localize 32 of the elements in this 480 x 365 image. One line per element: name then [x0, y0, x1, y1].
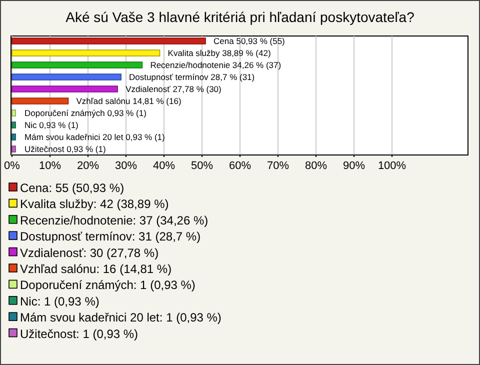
legend-label: Nic: 1 (0,93 %) [20, 294, 100, 308]
x-tick-label: 0% [4, 160, 20, 172]
data-label: Mám svou kadeřnici 20 let 0,93 % (1) [24, 132, 166, 142]
legend-label: Vzhľad salónu: 16 (14,81 %) [20, 262, 172, 276]
data-label: Kvalita služby 38,89 % (42) [168, 48, 271, 58]
data-label: Dostupnosť termínov 28,7 % (31) [129, 72, 255, 82]
legend-label: Mám svou kadeřnici 20 let: 1 (0,93 %) [20, 310, 222, 325]
x-tick-label: 80% [304, 160, 328, 172]
data-label: Užitečnost 0,93 % (1) [24, 144, 106, 154]
x-tick-label: 50% [190, 160, 214, 172]
data-label: Vzhľad salónu 14,81 % (16) [76, 96, 182, 106]
x-tick-label: 60% [228, 160, 252, 172]
data-label: Vzdialenosť 27,78 % (30) [126, 84, 222, 94]
x-tick-label: 10% [38, 160, 62, 172]
x-tick-label: 20% [76, 160, 100, 172]
x-tick-label: 70% [266, 160, 290, 172]
data-label: Recenzie/hodnotenie 34,26 % (37) [150, 60, 282, 70]
legend-label: Doporučení známých: 1 (0,93 %) [20, 278, 196, 292]
data-label: Doporučení známých 0,93 % (1) [24, 108, 147, 118]
legend-label: Kvalita služby: 42 (38,89 %) [20, 197, 169, 212]
legend-label: Dostupnosť termínov: 31 (28,7 %) [20, 230, 201, 244]
data-label: Cena 50,93 % (55) [214, 36, 286, 46]
x-tick-label: 100% [378, 160, 406, 172]
x-tick-label: 90% [342, 160, 366, 172]
chart-title: Aké sú Vaše 3 hlavné kritériá pri hľadaní poskytovateľa? [66, 9, 415, 25]
legend-label: Vzdialenosť: 30 (27,78 %) [20, 246, 159, 260]
legend-label: Cena: 55 (50,93 %) [20, 181, 124, 195]
legend-label: Užitečnost: 1 (0,93 %) [20, 326, 138, 341]
legend-label: Recenzie/hodnotenie: 37 (34,26 %) [20, 213, 208, 228]
x-tick-label: 30% [114, 160, 138, 172]
data-label: Nic 0,93 % (1) [24, 120, 79, 130]
x-tick-label: 40% [152, 160, 176, 172]
